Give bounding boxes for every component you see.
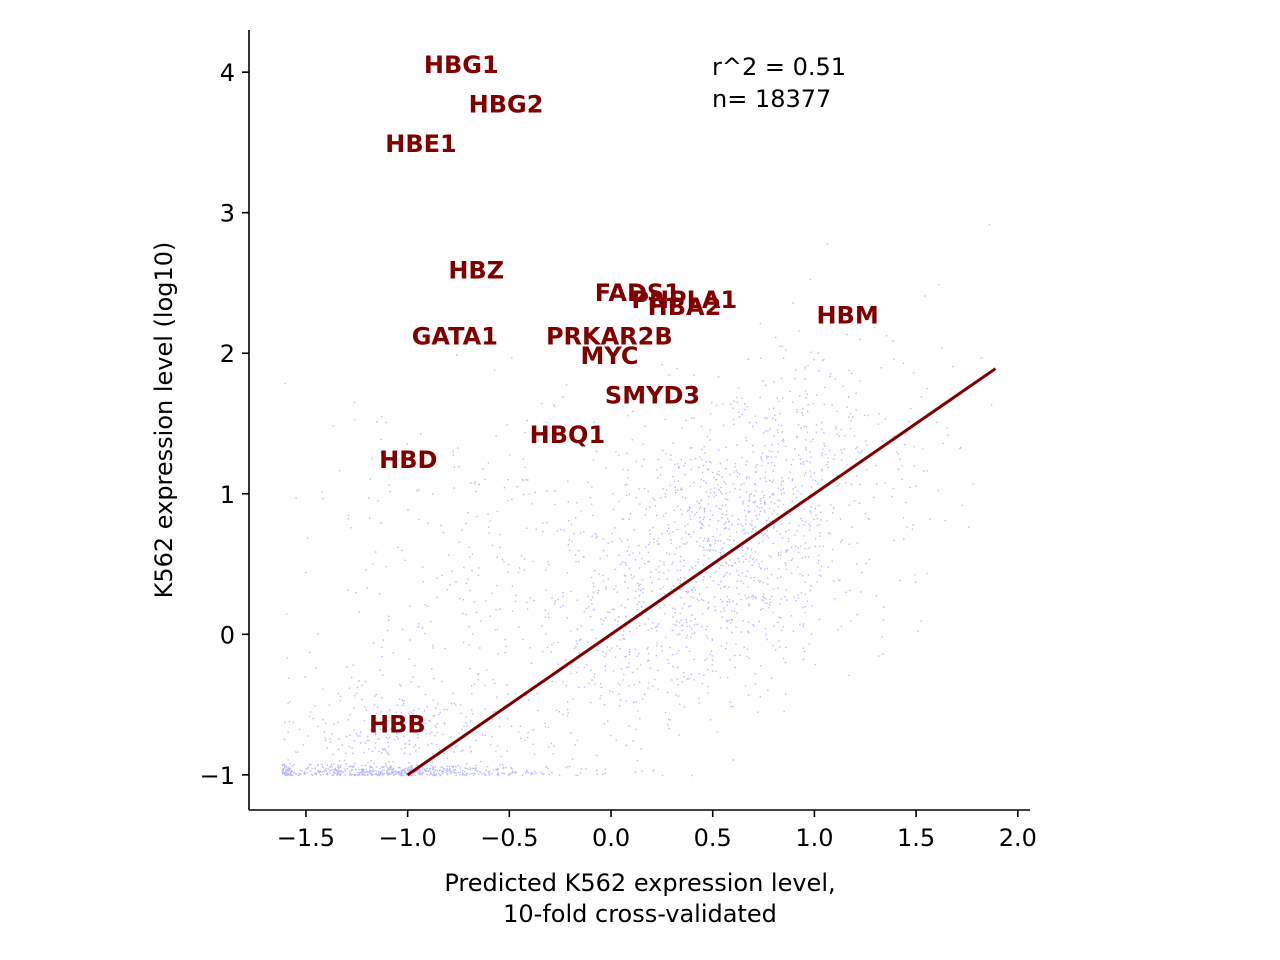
gene-label-hbg1: HBG1 <box>424 51 499 79</box>
x-tick-label: −1.5 <box>277 824 335 852</box>
x-axis-label-line-2: 10-fold cross-validated <box>503 900 777 928</box>
gene-label-myc: MYC <box>581 342 639 370</box>
gene-label-hbb: HBB <box>369 710 426 738</box>
y-tick-label: −1 <box>200 762 235 790</box>
gene-label-smyd3: SMYD3 <box>605 381 700 409</box>
x-tick-label: 0.5 <box>694 824 732 852</box>
gene-label-hbz: HBZ <box>448 256 504 284</box>
n-count-text: n= 18377 <box>712 85 831 113</box>
gene-label-hba2: HBA2 <box>648 293 722 321</box>
x-tick-label: 2.0 <box>999 824 1037 852</box>
x-tick-label: −0.5 <box>480 824 538 852</box>
gene-label-hbq1: HBQ1 <box>530 421 605 449</box>
gene-label-pnpla1: PNPLA1 <box>631 286 737 314</box>
regression-line <box>406 367 997 777</box>
x-tick-label: 1.5 <box>897 824 935 852</box>
gene-label-hbm: HBM <box>816 301 878 329</box>
y-axis-label: K562 expression level (log10) <box>150 242 178 599</box>
y-tick-label: 3 <box>220 200 235 228</box>
r-squared-text: r^2 = 0.51 <box>712 53 846 81</box>
gene-label-hbd: HBD <box>379 446 437 474</box>
x-tick-label: 1.0 <box>795 824 833 852</box>
gene-label-hbe1: HBE1 <box>385 130 456 158</box>
fit-line-layer <box>406 367 997 777</box>
y-tick-label: 2 <box>220 340 235 368</box>
x-axis-label-line-1: Predicted K562 expression level, <box>444 869 835 897</box>
axes: −1.5 −1.0 −0.5 0.0 0.5 1.0 1.5 2.0 −1 0 1 2 3 4 <box>200 30 1037 852</box>
y-tick-label: 0 <box>220 621 235 649</box>
y-tick-label: 4 <box>220 59 235 87</box>
gene-label-prkar2b: PRKAR2B <box>546 322 673 350</box>
x-tick-label: −1.0 <box>379 824 437 852</box>
x-tick-label: 0.0 <box>592 824 630 852</box>
gene-label-gata1: GATA1 <box>412 322 498 350</box>
y-tick-label: 1 <box>220 481 235 509</box>
gene-label-fads1: FADS1 <box>595 279 681 307</box>
gene-label-hbg2: HBG2 <box>469 90 544 118</box>
